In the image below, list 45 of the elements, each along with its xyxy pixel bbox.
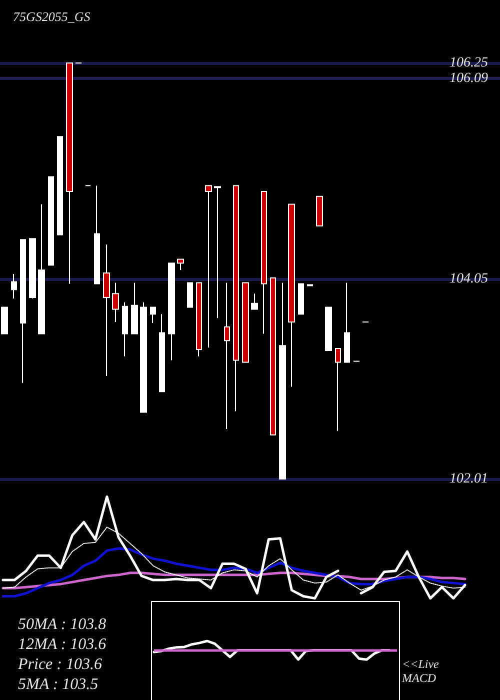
candlestick — [325, 306, 332, 351]
candlestick — [57, 136, 63, 236]
candlestick — [140, 302, 147, 413]
candlestick — [251, 293, 258, 310]
candlestick — [1, 306, 8, 334]
candlestick — [159, 314, 165, 392]
candlestick — [177, 258, 184, 271]
candlestick — [103, 244, 110, 376]
candlestick — [66, 62, 73, 284]
candlestick — [261, 191, 267, 334]
candlestick — [112, 282, 119, 323]
y-tick-label: 102.01 — [450, 472, 488, 486]
candlestick — [335, 348, 341, 432]
candlestick — [270, 277, 276, 436]
candlestick — [279, 282, 286, 480]
text: 50MA : 103.8 — [18, 615, 106, 634]
candlestick — [196, 282, 202, 357]
y-tick-label: 106.09 — [450, 71, 488, 86]
candlestick — [150, 306, 156, 324]
chart-title: 75GS2055_GS — [13, 9, 91, 24]
candlestick — [48, 176, 54, 266]
text: <<Live MACD — [402, 657, 440, 686]
text: 5MA : 103.5 — [18, 675, 98, 694]
candlestick — [224, 282, 230, 430]
candlestick — [168, 262, 175, 361]
text: Price : 103.6 — [18, 655, 102, 674]
candlestick — [288, 204, 295, 388]
candlestick — [187, 282, 193, 308]
candlestick — [242, 282, 249, 363]
candlestick — [94, 185, 100, 284]
candlestick — [316, 196, 323, 226]
candlestick — [38, 204, 45, 334]
candlestick — [205, 185, 212, 348]
candlestick — [20, 239, 26, 384]
candlestick — [122, 302, 128, 357]
candlestick — [29, 238, 36, 299]
text: 12MA : 103.6 — [18, 635, 106, 654]
y-tick-label: 106.25 — [450, 56, 488, 70]
candlestick — [11, 273, 17, 299]
y-tick-label: 104.05 — [450, 271, 488, 286]
candlestick — [344, 282, 350, 363]
candlestick — [214, 186, 221, 319]
candlestick — [131, 282, 138, 334]
candlestick — [298, 283, 304, 315]
candlestick — [233, 185, 239, 412]
